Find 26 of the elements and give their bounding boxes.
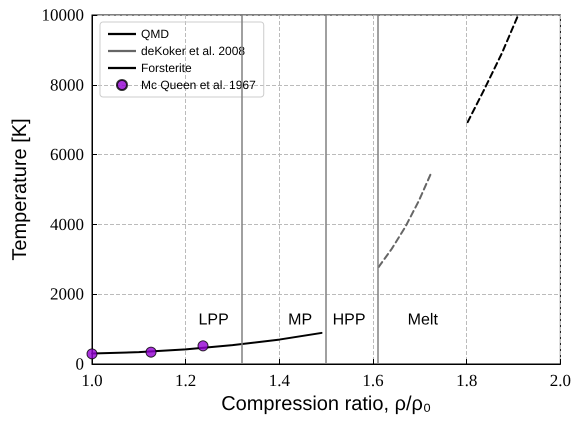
y-axis-title: Temperature [K]	[9, 118, 31, 261]
y-tick-label: 2000	[50, 284, 84, 304]
legend-label: deKoker et al. 2008	[141, 44, 246, 58]
line-series	[378, 171, 433, 268]
x-tick-label: 1.2	[175, 371, 196, 390]
x-tick-label: 1.4	[268, 371, 290, 390]
annotation: LPP	[198, 312, 229, 328]
legend-label: QMD	[141, 27, 170, 41]
x-tick-label: 2.0	[550, 371, 571, 390]
y-tick-label: 6000	[50, 145, 84, 164]
point	[198, 340, 209, 352]
point	[146, 346, 157, 358]
y-tick-label: 8000	[50, 75, 84, 94]
y-tick-label: 10000	[42, 6, 84, 24]
legend-label: Mc Queen et al. 1967	[141, 78, 256, 92]
x-tick-label: 1.0	[81, 371, 103, 390]
annotation: Melt	[408, 312, 438, 328]
y-tick-label: 4000	[50, 214, 84, 234]
point	[86, 348, 98, 360]
legend-label: Forsterite	[141, 61, 192, 75]
annotation: HPP	[332, 312, 366, 328]
x-tick-label: 1.8	[456, 371, 478, 390]
x-axis-title: Compression ratio, ρ/ρ₀	[221, 392, 432, 415]
x-tick-label: 1.6	[362, 371, 384, 390]
y-tick-label: 0	[76, 354, 84, 374]
annotation: MP	[288, 312, 312, 328]
